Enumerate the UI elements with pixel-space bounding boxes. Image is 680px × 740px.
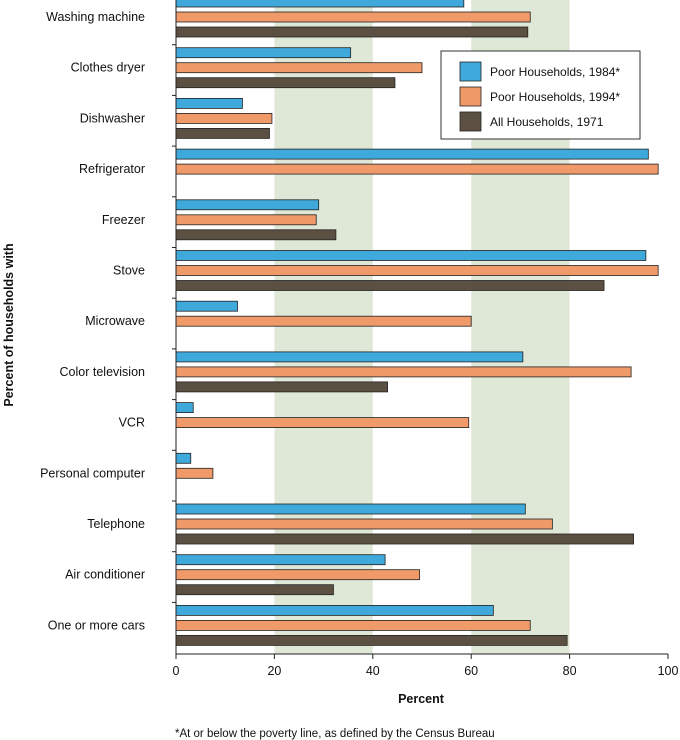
bar xyxy=(175,229,337,241)
category-labels: Washing machine Clothes dryer Dishwasher Re… xyxy=(40,10,145,632)
legend-swatch xyxy=(459,86,482,107)
category-label: Refrigerator xyxy=(79,162,145,176)
x-axis: 0 20 40 60 80 100 xyxy=(172,0,678,678)
bar xyxy=(175,452,192,464)
x-tick-label: 40 xyxy=(366,664,380,678)
background-band xyxy=(274,0,373,654)
bar xyxy=(175,11,531,23)
bar xyxy=(175,351,524,363)
legend-label: Poor Households, 1994* xyxy=(490,90,620,104)
legend-swatch xyxy=(459,61,482,82)
bar xyxy=(175,148,649,160)
bar xyxy=(175,250,647,261)
category-label: Color television xyxy=(60,365,146,379)
bar xyxy=(175,605,494,616)
bar xyxy=(175,26,529,38)
x-tick-label: 0 xyxy=(173,664,180,678)
legend: Poor Households, 1984* Poor Households, 1… xyxy=(440,50,641,140)
category-label: Freezer xyxy=(102,213,145,227)
bar xyxy=(175,533,634,545)
category-label: One or more cars xyxy=(48,618,145,632)
bar xyxy=(175,199,320,211)
category-label: Microwave xyxy=(85,314,145,328)
x-tick-label: 60 xyxy=(464,664,478,678)
category-label: Dishwasher xyxy=(80,111,145,125)
bar xyxy=(175,0,465,8)
bar xyxy=(175,113,273,124)
category-label: Stove xyxy=(113,264,145,278)
bar xyxy=(175,366,632,378)
bar xyxy=(175,554,386,566)
bar xyxy=(175,77,396,89)
bar xyxy=(175,518,553,530)
category-label: Washing machine xyxy=(46,10,145,24)
category-label: Clothes dryer xyxy=(71,61,145,75)
footnote: *At or below the poverty line, as define… xyxy=(175,728,495,740)
bar xyxy=(175,569,420,581)
legend-label: Poor Households, 1984* xyxy=(490,65,620,79)
bar xyxy=(175,300,238,312)
category-label: Telephone xyxy=(87,517,145,531)
bar xyxy=(175,635,568,646)
x-tick-label: 100 xyxy=(658,664,679,678)
x-tick-label: 20 xyxy=(267,664,281,678)
bar xyxy=(175,467,214,479)
x-tick-label: 80 xyxy=(563,664,577,678)
bar xyxy=(175,584,334,596)
bar xyxy=(175,163,659,175)
bar xyxy=(175,381,388,393)
bar xyxy=(175,265,659,276)
category-label: Air conditioner xyxy=(65,568,145,582)
legend-swatch xyxy=(459,111,482,132)
category-label: Personal computer xyxy=(40,466,145,480)
legend-label: All Households, 1971 xyxy=(490,115,604,129)
bar xyxy=(175,417,470,429)
y-axis-title: Percent of households with xyxy=(2,243,16,406)
bar xyxy=(175,214,317,226)
bar xyxy=(175,402,194,414)
bar xyxy=(175,127,270,139)
bar xyxy=(175,315,472,327)
bar xyxy=(175,280,605,291)
bar xyxy=(175,503,526,515)
category-label: VCR xyxy=(119,416,145,430)
bar xyxy=(175,620,531,631)
x-axis-title: Percent xyxy=(398,692,445,706)
bar xyxy=(175,62,423,74)
bar xyxy=(175,47,352,59)
bar xyxy=(175,98,243,109)
